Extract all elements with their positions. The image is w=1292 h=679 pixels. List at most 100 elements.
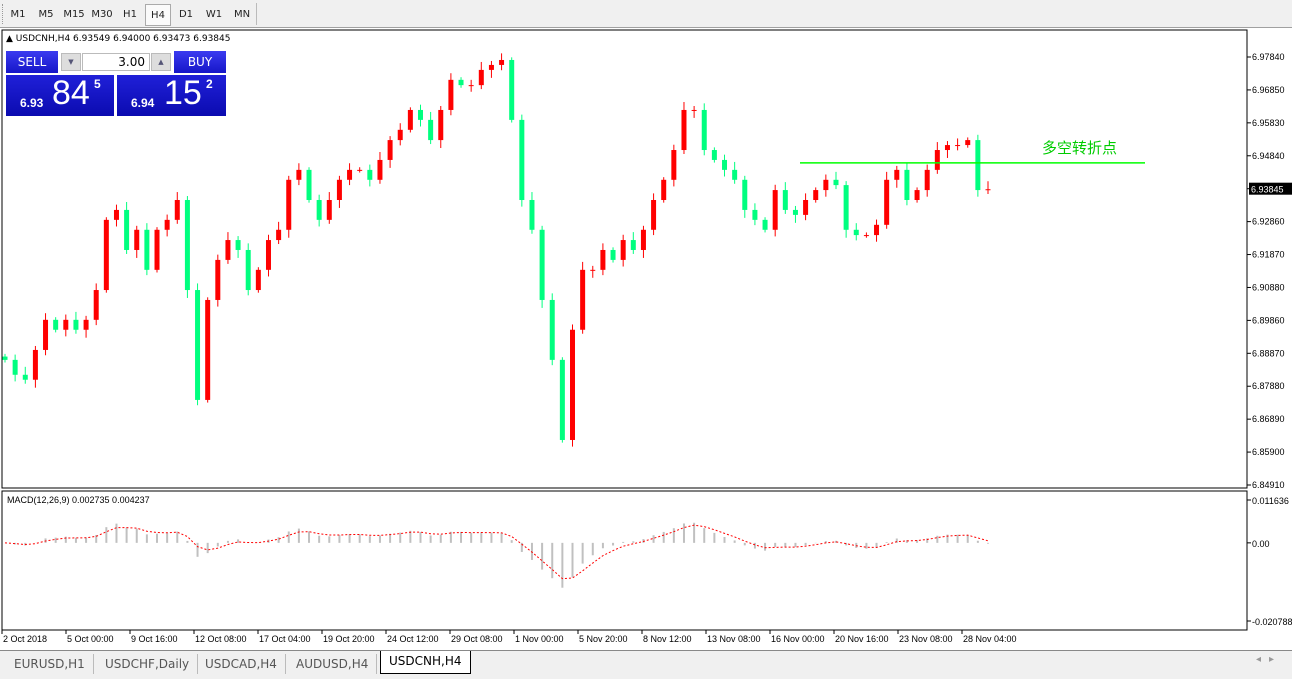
bullish-candle	[813, 190, 819, 200]
x-tick-label: 5 Oct 00:00	[67, 634, 114, 644]
bullish-candle	[286, 179, 292, 230]
timeframe-w1[interactable]: W1	[205, 9, 223, 20]
lot-size-input[interactable]: 3.00	[82, 53, 150, 71]
y-tick-label: 6.84910	[1252, 480, 1285, 490]
bullish-candle	[174, 199, 180, 220]
bearish-candle	[732, 169, 738, 180]
buy-price-button[interactable]: 6.94 15 2	[117, 74, 226, 116]
timeframe-m5[interactable]: M5	[38, 9, 54, 20]
bullish-candle	[113, 209, 119, 220]
macd-y-tick-label: 0.00	[1252, 539, 1270, 549]
macd-y-tick-label: -0.020788	[1252, 617, 1292, 627]
x-tick-label: 13 Nov 08:00	[707, 634, 761, 644]
bullish-candle	[83, 319, 89, 330]
bearish-candle	[529, 199, 535, 230]
buy-button[interactable]: BUY	[174, 51, 226, 73]
bearish-candle	[184, 199, 190, 291]
buy-price-fraction: 2	[206, 77, 213, 91]
y-tick-label: 6.88870	[1252, 348, 1285, 358]
tab-scroll-arrows-icon[interactable]: ◂▸	[1255, 654, 1282, 665]
buy-price-big: 6.94	[131, 96, 155, 110]
tab-audusd-h4[interactable]: AUDUSD,H4	[288, 654, 378, 674]
bullish-candle	[357, 169, 363, 171]
bullish-candle	[43, 319, 49, 350]
timeframe-m15[interactable]: M15	[63, 9, 85, 20]
tab-usdcnh-h4[interactable]: USDCNH,H4	[380, 651, 471, 674]
x-tick-label: 28 Nov 04:00	[963, 634, 1017, 644]
bullish-candle	[387, 140, 393, 160]
bearish-candle	[458, 79, 464, 86]
bearish-candle	[306, 169, 312, 200]
bearish-candle	[843, 185, 849, 230]
bullish-candle	[32, 349, 38, 380]
bullish-candle	[640, 229, 646, 250]
bullish-candle	[265, 240, 271, 270]
bearish-candle	[904, 169, 910, 200]
x-tick-label: 17 Oct 04:00	[259, 634, 311, 644]
lot-increase-icon[interactable]: ▲	[151, 53, 171, 71]
toolbar-grip[interactable]	[2, 4, 5, 24]
bearish-candle	[235, 240, 241, 250]
timeframe-h1[interactable]: H1	[123, 9, 137, 20]
sell-button[interactable]: SELL	[6, 51, 58, 73]
bearish-candle	[245, 249, 251, 291]
bearish-candle	[144, 229, 150, 270]
bearish-candle	[12, 359, 18, 375]
bearish-candle	[610, 249, 616, 260]
bullish-candle	[874, 224, 880, 236]
toolbar-separator	[256, 3, 257, 25]
bearish-candle	[762, 219, 768, 230]
bullish-candle	[924, 169, 930, 191]
tab-usdcad-h4[interactable]: USDCAD,H4	[197, 654, 286, 674]
macd-y-tick-label: 0.011636	[1252, 496, 1289, 506]
y-tick-label: 6.90880	[1252, 282, 1285, 292]
level-annotation: 多空转折点	[1042, 139, 1117, 157]
x-tick-label: 16 Nov 00:00	[771, 634, 825, 644]
y-tick-label: 6.85900	[1252, 447, 1285, 457]
bullish-candle	[894, 169, 900, 180]
bullish-candle	[468, 85, 474, 87]
bullish-candle	[448, 79, 454, 110]
x-tick-label: 8 Nov 12:00	[643, 634, 692, 644]
bullish-candle	[620, 240, 626, 260]
tab-eurusd-h1[interactable]: EURUSD,H1	[6, 654, 94, 674]
sell-price-fraction: 5	[94, 77, 101, 91]
bullish-candle	[134, 229, 140, 250]
timeframe-d1[interactable]: D1	[178, 9, 194, 20]
timeframe-h4[interactable]: H4	[145, 4, 171, 26]
bullish-candle	[93, 290, 99, 320]
bearish-candle	[2, 356, 8, 360]
bullish-candle	[347, 169, 353, 180]
bullish-candle	[965, 140, 971, 146]
timeframe-mn[interactable]: MN	[233, 9, 251, 20]
y-tick-label: 6.92860	[1252, 217, 1285, 227]
bearish-candle	[549, 299, 555, 360]
bullish-candle	[600, 249, 606, 270]
tab-usdchf-daily[interactable]: USDCHF,Daily	[97, 654, 199, 674]
buy-price-pips: 15	[164, 74, 202, 112]
x-tick-label: 29 Oct 08:00	[451, 634, 503, 644]
current-price-marker	[1249, 182, 1292, 195]
timeframe-toolbar: M1 M5 M15 M30 H1 H4 D1 W1 MN	[0, 0, 1292, 28]
bullish-candle	[438, 109, 444, 141]
sell-price-button[interactable]: 6.93 84 5	[6, 74, 114, 116]
bearish-candle	[975, 140, 981, 191]
bearish-candle	[711, 150, 717, 160]
bullish-candle	[377, 159, 383, 180]
bullish-candle	[225, 240, 231, 260]
bearish-candle	[792, 209, 798, 215]
lot-decrease-icon[interactable]: ▼	[61, 53, 81, 71]
bearish-candle	[53, 319, 59, 330]
bearish-candle	[630, 240, 636, 250]
x-tick-label: 20 Nov 16:00	[835, 634, 889, 644]
y-tick-label: 6.91870	[1252, 250, 1285, 260]
one-click-trading-panel: SELL ▼ 3.00 ▲ BUY 6.93 84 5 6.94 15 2	[6, 51, 226, 116]
x-tick-label: 1 Nov 00:00	[515, 634, 564, 644]
bearish-candle	[833, 179, 839, 186]
timeframe-m30[interactable]: M30	[91, 9, 113, 20]
timeframe-m1[interactable]: M1	[10, 9, 26, 20]
bullish-candle	[63, 319, 69, 330]
bearish-candle	[195, 290, 201, 400]
bearish-candle	[752, 209, 758, 220]
bearish-candle	[509, 59, 515, 120]
